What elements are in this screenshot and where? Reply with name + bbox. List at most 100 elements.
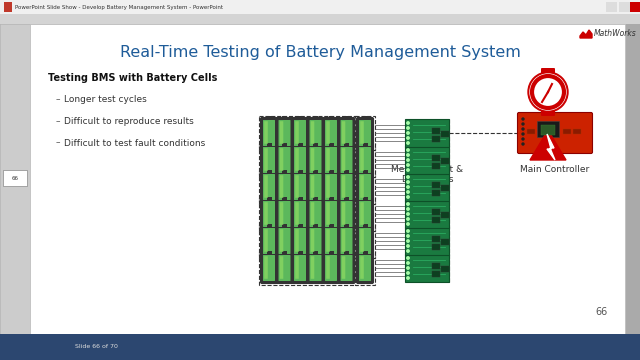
FancyBboxPatch shape [326, 256, 330, 279]
FancyBboxPatch shape [264, 175, 268, 198]
FancyBboxPatch shape [323, 225, 339, 256]
FancyBboxPatch shape [338, 198, 355, 230]
Bar [441, 158, 449, 164]
FancyBboxPatch shape [340, 147, 353, 173]
Bar [298, 143, 303, 146]
Text: Longer test cycles: Longer test cycles [64, 95, 147, 104]
FancyBboxPatch shape [405, 173, 449, 201]
FancyBboxPatch shape [263, 201, 275, 227]
FancyBboxPatch shape [278, 255, 291, 281]
FancyBboxPatch shape [291, 144, 308, 175]
FancyBboxPatch shape [541, 107, 555, 116]
Bar [432, 217, 440, 223]
Bar [313, 170, 318, 173]
FancyBboxPatch shape [359, 201, 371, 227]
Bar [541, 125, 555, 135]
Circle shape [407, 223, 409, 225]
Circle shape [522, 133, 524, 135]
FancyBboxPatch shape [276, 252, 293, 284]
Circle shape [407, 159, 409, 161]
FancyBboxPatch shape [405, 200, 449, 228]
Bar [432, 155, 440, 161]
Bar [266, 197, 271, 200]
FancyBboxPatch shape [263, 120, 275, 146]
FancyBboxPatch shape [340, 228, 353, 254]
Text: –: – [56, 117, 61, 126]
Circle shape [407, 186, 409, 188]
FancyBboxPatch shape [356, 252, 374, 284]
FancyBboxPatch shape [323, 144, 339, 175]
FancyBboxPatch shape [342, 148, 346, 171]
FancyBboxPatch shape [359, 228, 371, 254]
Bar [573, 129, 581, 134]
FancyBboxPatch shape [310, 147, 321, 173]
FancyBboxPatch shape [355, 170, 375, 204]
FancyBboxPatch shape [310, 256, 314, 279]
FancyBboxPatch shape [338, 225, 355, 256]
FancyBboxPatch shape [342, 256, 346, 279]
FancyBboxPatch shape [340, 201, 353, 227]
Circle shape [407, 127, 409, 129]
Circle shape [522, 123, 524, 125]
FancyBboxPatch shape [342, 121, 346, 144]
FancyBboxPatch shape [325, 228, 337, 254]
Circle shape [407, 164, 409, 166]
FancyBboxPatch shape [264, 229, 268, 252]
FancyBboxPatch shape [264, 202, 268, 225]
FancyBboxPatch shape [291, 252, 308, 284]
Bar [0, 14, 640, 24]
FancyBboxPatch shape [294, 228, 306, 254]
FancyBboxPatch shape [323, 198, 339, 230]
Bar [282, 116, 287, 119]
FancyBboxPatch shape [356, 117, 374, 148]
FancyBboxPatch shape [323, 252, 339, 284]
FancyBboxPatch shape [342, 229, 346, 252]
FancyBboxPatch shape [260, 198, 278, 230]
Bar [362, 224, 367, 227]
FancyBboxPatch shape [356, 171, 374, 202]
FancyBboxPatch shape [294, 201, 306, 227]
Circle shape [407, 262, 409, 264]
Bar [0, 334, 640, 360]
FancyBboxPatch shape [291, 117, 308, 148]
Circle shape [528, 72, 568, 112]
FancyBboxPatch shape [280, 148, 284, 171]
Circle shape [407, 137, 409, 139]
Bar [432, 136, 440, 142]
Bar [344, 224, 349, 227]
Bar [282, 251, 287, 254]
Circle shape [407, 196, 409, 198]
FancyBboxPatch shape [280, 121, 284, 144]
Bar [328, 197, 333, 200]
Text: Slide 66 of 70: Slide 66 of 70 [75, 345, 118, 350]
Circle shape [522, 143, 524, 145]
FancyBboxPatch shape [325, 255, 337, 281]
FancyBboxPatch shape [405, 119, 449, 147]
Bar [563, 129, 571, 134]
FancyBboxPatch shape [310, 228, 321, 254]
Circle shape [407, 142, 409, 144]
Bar [344, 143, 349, 146]
Bar [432, 128, 440, 134]
Circle shape [407, 213, 409, 215]
FancyBboxPatch shape [326, 175, 330, 198]
Bar [282, 224, 287, 227]
Bar [362, 116, 367, 119]
FancyBboxPatch shape [259, 143, 356, 177]
Text: –: – [56, 95, 61, 104]
Bar [630, 2, 640, 12]
Bar [441, 266, 449, 272]
Circle shape [407, 245, 409, 247]
FancyBboxPatch shape [518, 112, 593, 153]
FancyBboxPatch shape [294, 147, 306, 173]
Circle shape [407, 122, 409, 124]
FancyBboxPatch shape [263, 174, 275, 200]
Bar [362, 143, 367, 146]
FancyBboxPatch shape [295, 202, 299, 225]
FancyBboxPatch shape [259, 170, 356, 204]
FancyBboxPatch shape [278, 174, 291, 200]
Circle shape [407, 267, 409, 269]
FancyBboxPatch shape [263, 255, 275, 281]
FancyBboxPatch shape [307, 171, 324, 202]
Bar [266, 224, 271, 227]
